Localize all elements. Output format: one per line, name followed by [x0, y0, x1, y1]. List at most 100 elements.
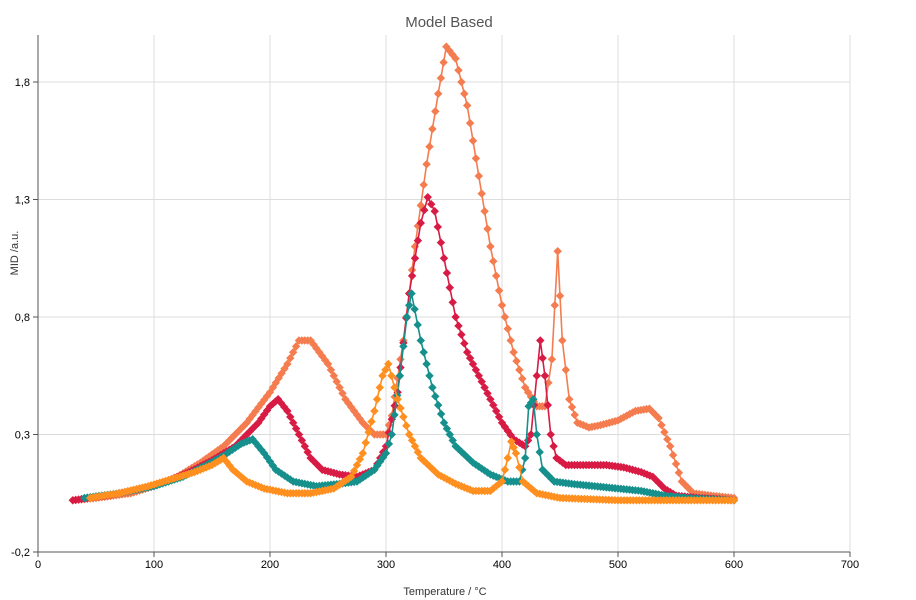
- y-tick-label: 0,3: [15, 430, 30, 442]
- data-point-coral: [666, 442, 675, 451]
- y-tick-label: 1,3: [15, 195, 30, 207]
- data-point-crimson: [454, 321, 463, 331]
- data-point-coral: [512, 356, 521, 366]
- data-point-crimson: [549, 442, 558, 451]
- grid: [38, 35, 851, 553]
- data-point-coral: [550, 301, 559, 310]
- data-point-coral: [471, 154, 481, 163]
- data-point-coral: [338, 389, 347, 398]
- data-point-teal: [521, 453, 530, 463]
- data-point-coral: [494, 286, 504, 295]
- data-point-coral: [651, 410, 660, 420]
- data-point-coral: [460, 89, 469, 98]
- data-point-crimson: [463, 348, 472, 357]
- data-point-crimson: [465, 353, 475, 363]
- data-point-crimson: [532, 371, 541, 380]
- data-point-coral: [668, 450, 678, 460]
- data-point-crimson: [416, 218, 425, 228]
- data-point-orange: [367, 417, 376, 426]
- data-point-coral: [663, 435, 672, 444]
- data-point-coral: [416, 201, 425, 210]
- data-point-crimson: [433, 222, 443, 232]
- data-point-teal: [422, 359, 431, 369]
- data-point-orange: [413, 447, 423, 457]
- data-point-coral: [439, 58, 448, 67]
- data-point-teal: [445, 430, 454, 439]
- x-tick-label: 700: [841, 559, 859, 571]
- data-point-coral: [674, 468, 684, 477]
- y-tick-label: 0,8: [15, 312, 30, 324]
- data-point-coral: [286, 353, 295, 363]
- data-point-orange: [399, 412, 408, 422]
- data-point-coral: [413, 221, 423, 231]
- data-point-orange: [390, 383, 399, 392]
- data-point-coral: [671, 459, 681, 469]
- chart-title: Model Based: [405, 14, 493, 31]
- series-line-orange: [90, 363, 734, 502]
- data-point-coral: [236, 424, 246, 433]
- data-point-coral: [422, 160, 431, 169]
- data-point-coral: [521, 383, 530, 392]
- data-point-teal: [381, 449, 391, 458]
- data-point-crimson: [286, 412, 295, 422]
- data-point-crimson: [651, 475, 660, 484]
- data-point-coral: [222, 439, 231, 448]
- data-point-orange: [349, 466, 359, 476]
- data-point-crimson: [283, 406, 292, 416]
- data-point-teal: [532, 430, 541, 439]
- data-point-teal: [529, 395, 538, 404]
- data-point-crimson: [494, 412, 504, 422]
- data-point-coral: [454, 66, 463, 75]
- data-point-coral: [622, 411, 631, 420]
- x-tick-label: 300: [377, 559, 395, 571]
- data-point-teal: [434, 400, 443, 410]
- data-point-coral: [486, 242, 495, 251]
- data-point-crimson: [457, 330, 466, 339]
- data-point-teal: [538, 465, 547, 474]
- data-point-crimson: [543, 400, 553, 410]
- data-point-crimson: [468, 359, 478, 369]
- data-point-coral: [555, 291, 565, 301]
- data-point-crimson: [439, 254, 449, 263]
- data-point-crimson: [477, 377, 486, 386]
- data-point-crimson: [536, 336, 545, 345]
- data-point-coral: [332, 377, 341, 386]
- data-point-crimson: [448, 298, 457, 307]
- data-point-coral: [434, 89, 443, 98]
- x-tick-label: 400: [493, 559, 511, 571]
- data-point-teal: [407, 289, 416, 298]
- data-point-crimson: [291, 424, 301, 433]
- data-point-crimson: [492, 406, 501, 416]
- data-point-teal: [442, 424, 452, 433]
- data-point-crimson: [474, 371, 483, 380]
- data-point-coral: [518, 374, 527, 383]
- data-point-coral: [489, 256, 498, 266]
- data-point-coral: [523, 388, 533, 397]
- data-point-crimson: [445, 283, 454, 292]
- data-point-orange: [381, 365, 390, 375]
- data-point-teal: [448, 436, 457, 445]
- data-point-coral: [474, 171, 483, 181]
- data-point-coral: [509, 348, 518, 357]
- data-point-coral: [457, 77, 466, 87]
- data-point-orange: [410, 442, 420, 451]
- series-orange: [86, 359, 739, 505]
- data-point-orange: [521, 479, 530, 489]
- data-point-coral: [289, 348, 298, 357]
- data-point-teal: [384, 439, 394, 449]
- data-point-orange: [405, 430, 414, 439]
- data-point-crimson: [423, 192, 432, 202]
- data-point-orange: [515, 463, 524, 472]
- data-point-teal: [405, 301, 414, 310]
- data-point-teal: [439, 418, 449, 427]
- data-point-coral: [425, 142, 434, 151]
- data-point-coral: [515, 365, 524, 375]
- data-point-coral: [544, 378, 553, 387]
- data-point-teal: [431, 392, 440, 401]
- data-point-orange: [396, 403, 405, 413]
- data-point-teal: [535, 447, 544, 457]
- x-tick-label: 0: [35, 559, 41, 571]
- data-point-teal: [518, 465, 527, 474]
- data-point-coral: [500, 312, 510, 322]
